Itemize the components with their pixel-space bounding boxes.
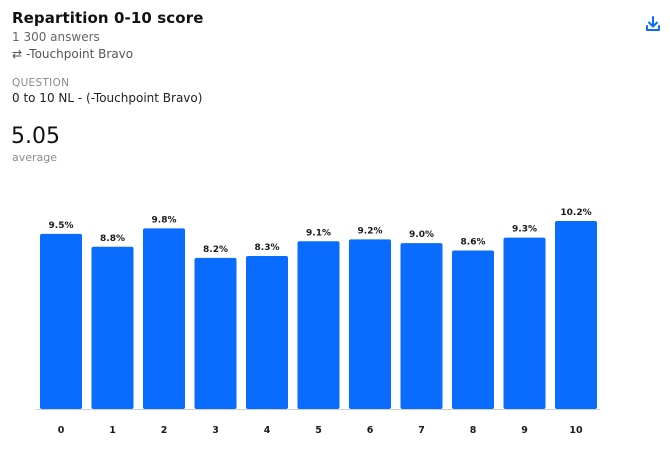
question-text: 0 to 10 NL - (-Touchpoint Bravo) xyxy=(12,91,203,105)
answers-count: 1 300 answers xyxy=(12,30,100,44)
bar-3[interactable] xyxy=(194,257,237,409)
x-tick-label-7: 7 xyxy=(418,425,425,436)
download-button[interactable] xyxy=(644,14,662,34)
filter-segment[interactable]: ⇄ -Touchpoint Bravo xyxy=(12,47,133,61)
bar-2[interactable] xyxy=(143,228,185,409)
x-tick-label-9: 9 xyxy=(521,425,528,436)
data-label-1: 8.8% xyxy=(100,234,125,244)
data-label-2: 9.8% xyxy=(152,215,177,225)
x-tick-label-1: 1 xyxy=(109,425,116,436)
bar-1[interactable] xyxy=(91,246,134,409)
bar-0[interactable] xyxy=(40,233,82,409)
download-icon xyxy=(646,16,660,31)
filter-label: -Touchpoint Bravo xyxy=(26,47,134,61)
data-label-8: 8.6% xyxy=(461,237,486,247)
data-label-7: 9.0% xyxy=(409,230,434,240)
question-label: QUESTION xyxy=(12,77,70,89)
data-label-0: 9.5% xyxy=(49,221,74,231)
data-label-10: 10.2% xyxy=(560,208,591,218)
x-tick-label-2: 2 xyxy=(161,425,168,436)
bar-4[interactable] xyxy=(246,256,288,409)
bar-6[interactable] xyxy=(349,239,391,409)
bar-7[interactable] xyxy=(400,243,443,409)
swap-arrows-icon: ⇄ xyxy=(12,47,23,61)
bar-5[interactable] xyxy=(297,241,340,409)
data-label-6: 9.2% xyxy=(358,226,383,236)
x-tick-label-4: 4 xyxy=(264,425,271,436)
x-tick-label-0: 0 xyxy=(58,425,65,436)
chart-title: Repartition 0-10 score xyxy=(12,9,204,27)
data-label-5: 9.1% xyxy=(306,228,331,238)
x-tick-label-3: 3 xyxy=(212,425,219,436)
bar-10[interactable] xyxy=(555,221,597,409)
data-label-3: 8.2% xyxy=(203,245,228,255)
data-label-9: 9.3% xyxy=(512,225,537,235)
average-label: average xyxy=(12,151,58,164)
data-label-4: 8.3% xyxy=(255,243,280,253)
average-value: 5.05 xyxy=(11,124,60,149)
x-tick-label-5: 5 xyxy=(315,425,322,436)
x-tick-label-10: 10 xyxy=(569,425,583,436)
bar-9[interactable] xyxy=(503,237,546,409)
x-tick-label-8: 8 xyxy=(470,425,477,436)
x-tick-label-6: 6 xyxy=(367,425,374,436)
bar-8[interactable] xyxy=(452,250,494,409)
